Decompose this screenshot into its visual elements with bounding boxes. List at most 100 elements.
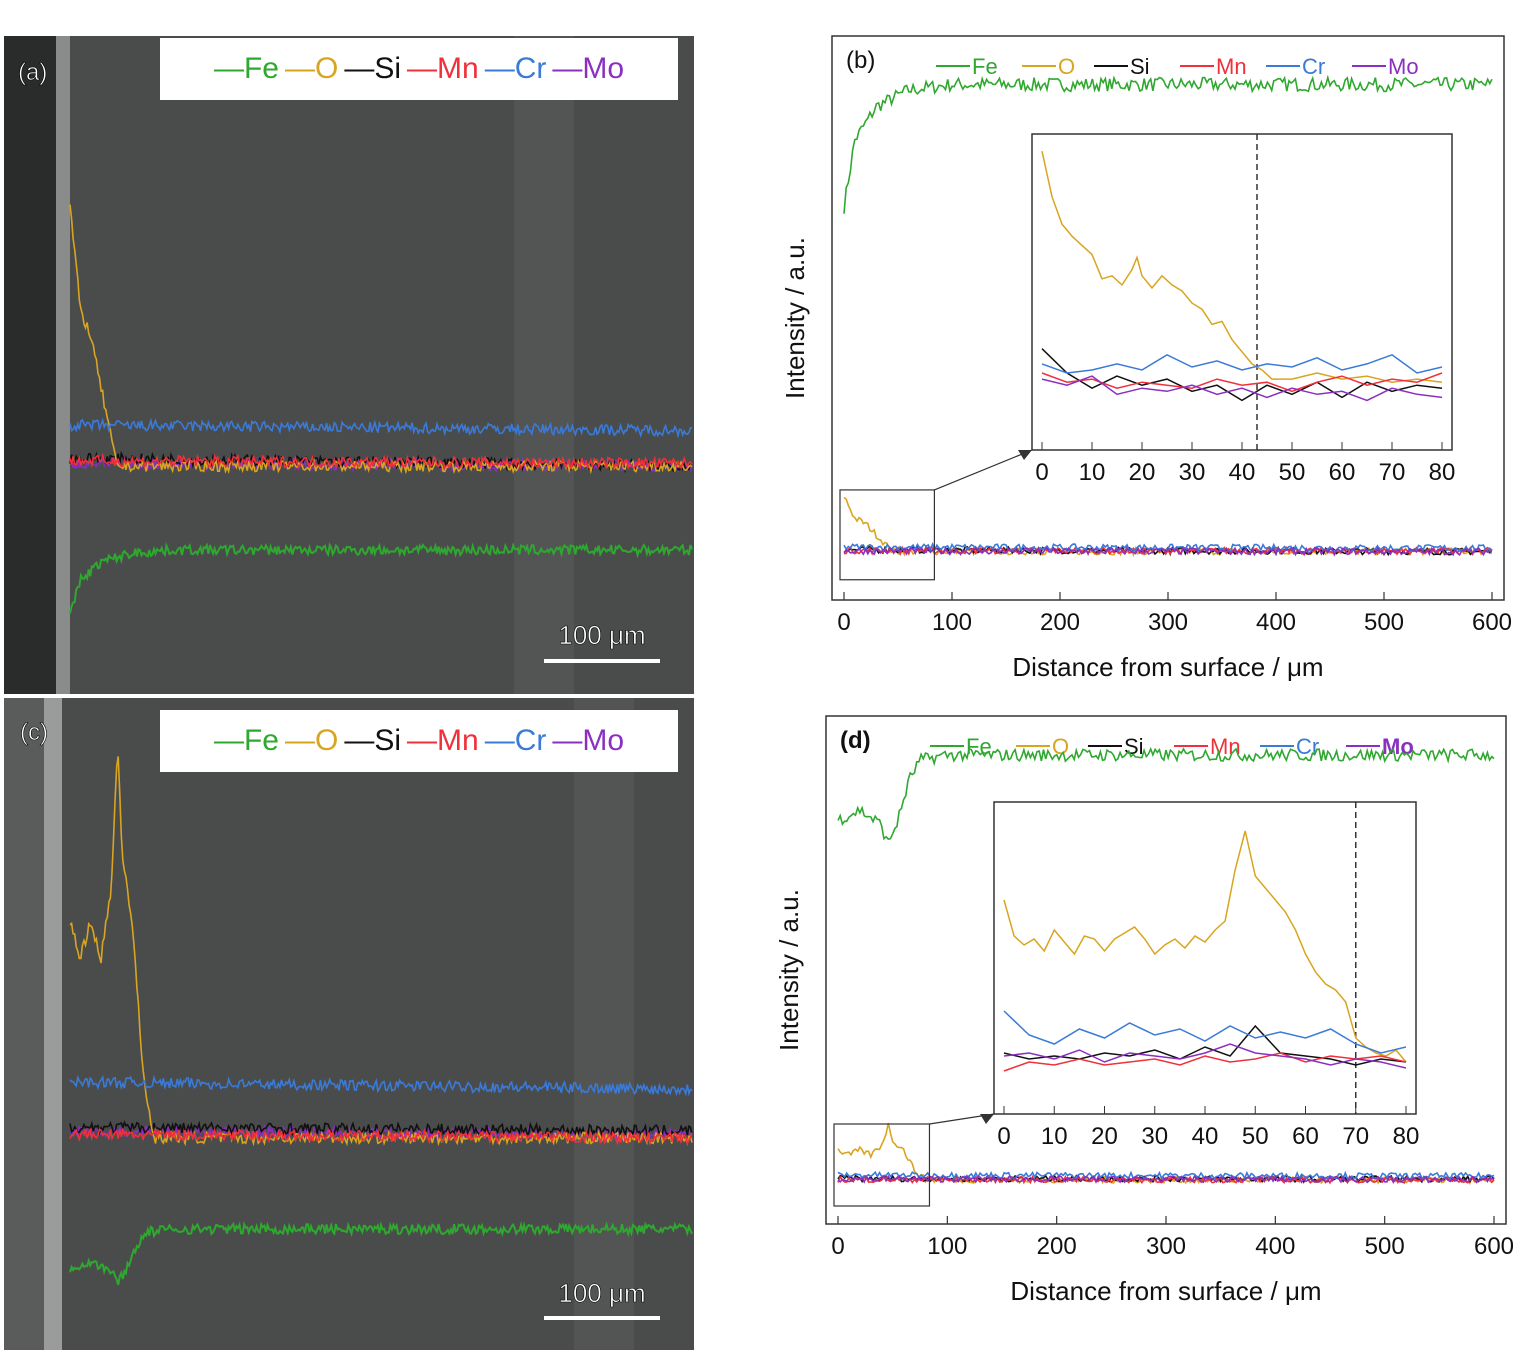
- zoom-box: [833, 1123, 931, 1207]
- inset-series-mn: [1041, 372, 1443, 393]
- x-tick-label: 600: [1474, 1233, 1514, 1260]
- svg-text:O: O: [1058, 54, 1075, 79]
- legend-entry-mo: Mo: [1352, 54, 1419, 79]
- scalebar-label: 100 μm: [558, 620, 645, 650]
- svg-text:Mn: Mn: [1210, 734, 1241, 759]
- panel-a-traces: [69, 204, 693, 614]
- legend-entry-o: —O: [284, 724, 339, 757]
- inset-x-tick-label: 20: [1129, 459, 1156, 486]
- legend-entry-fe: Fe: [930, 734, 992, 759]
- x-tick-label: 400: [1256, 609, 1296, 636]
- scalebar-label: 100 μm: [558, 1278, 645, 1308]
- x-axis-label: Distance from surface / μm: [1010, 1276, 1321, 1306]
- panel-label: (b): [846, 47, 875, 74]
- x-tick-label: 200: [1037, 1233, 1077, 1260]
- inset-x-tick-label: 20: [1091, 1123, 1118, 1150]
- y-axis-label: Intensity / a.u.: [780, 237, 810, 399]
- inset-series-o: [1003, 830, 1407, 1063]
- legend-entry-o: —O: [284, 52, 339, 85]
- inset-x-tick-label: 30: [1141, 1123, 1168, 1150]
- svg-text:Fe: Fe: [972, 54, 998, 79]
- legend-entry-mn: —Mn: [407, 52, 479, 85]
- x-tick-label: 0: [831, 1233, 844, 1260]
- x-axis-label: Distance from surface / μm: [1012, 652, 1323, 682]
- zoom-connector: [934, 449, 1033, 491]
- legend-entry-mn: Mn: [1174, 734, 1241, 759]
- legend-entry-cr: —Cr: [484, 724, 547, 757]
- legend-entry-si: —Si: [344, 724, 401, 757]
- x-tick-label: 500: [1365, 1233, 1405, 1260]
- svg-text:Mo: Mo: [1388, 54, 1419, 79]
- inset-series-o: [1041, 150, 1443, 383]
- inset-series-mo: [1003, 1043, 1407, 1069]
- inset-x-tick-label: 40: [1192, 1123, 1219, 1150]
- x-tick-label: 100: [932, 609, 972, 636]
- inset-series-si: [1003, 1024, 1407, 1066]
- inset-series-mo: [1041, 375, 1443, 402]
- legend-entry-fe: Fe: [936, 54, 998, 79]
- series-mo: [843, 546, 1493, 557]
- panel-label: (d): [840, 727, 871, 754]
- inset-series-si: [1041, 348, 1443, 402]
- panel-c-traces: [69, 756, 693, 1286]
- overlay-cr: [69, 1074, 693, 1097]
- legend-entry-si: —Si: [344, 52, 401, 85]
- series-fe: [843, 74, 1493, 214]
- inset-x-tick-label: 60: [1329, 459, 1356, 486]
- inset-x-tick-label: 0: [997, 1123, 1010, 1150]
- x-tick-label: 0: [837, 609, 850, 636]
- inset-x-tick-label: 30: [1179, 459, 1206, 486]
- x-tick-label: 600: [1472, 609, 1512, 636]
- inset-x-tick-label: 80: [1429, 459, 1456, 486]
- inset-x-tick-label: 70: [1379, 459, 1406, 486]
- series-o: [843, 496, 1493, 558]
- series-mo: [837, 1174, 1495, 1184]
- inset-x-tick-label: 50: [1279, 459, 1306, 486]
- panel-d: 0 100 200 300 400 500 600 Distance from surface…: [760, 708, 1530, 1350]
- legend-entry-o: O: [1022, 54, 1075, 79]
- overlay-fe: [69, 541, 693, 614]
- svg-text:Mn: Mn: [1216, 54, 1247, 79]
- panel-c-image: 100 μm (c): [4, 698, 694, 1350]
- inset-series-mn: [1003, 1052, 1407, 1072]
- overlay-si: [69, 1120, 693, 1138]
- overlay-cr: [69, 417, 692, 439]
- series-cr: [837, 1170, 1495, 1181]
- x-tick-label: 300: [1146, 1233, 1186, 1260]
- x-tick-label: 300: [1148, 609, 1188, 636]
- svg-text:Fe: Fe: [966, 734, 992, 759]
- x-tick-label: 500: [1364, 609, 1404, 636]
- inset-series-cr: [1041, 353, 1443, 374]
- legend-entry-cr: Cr: [1260, 734, 1319, 759]
- y-axis-label: Intensity / a.u.: [774, 889, 804, 1051]
- panel-c: 100 μm (c) —Fe —O —Si —Mn —Cr —Mo: [4, 698, 694, 1350]
- legend-entry-o: O: [1016, 734, 1069, 759]
- zoom-box: [839, 489, 936, 581]
- legend-entry-fe: —Fe: [213, 52, 279, 85]
- legend-entry-mo: —Mo: [552, 724, 625, 757]
- legend-entry-cr: —Cr: [484, 52, 547, 85]
- inset-x-tick-label: 0: [1035, 459, 1048, 486]
- inset-x-tick-label: 40: [1229, 459, 1256, 486]
- inset-x-tick-label: 10: [1041, 1123, 1068, 1150]
- svg-text:Cr: Cr: [1302, 54, 1325, 79]
- svg-text:O: O: [1052, 734, 1069, 759]
- inset-x-tick-label: 60: [1292, 1123, 1319, 1150]
- legend-c: —Fe —O —Si —Mn —Cr —Mo: [160, 710, 678, 772]
- inset-x-tick-label: 80: [1393, 1123, 1420, 1150]
- zoom-arrow: [980, 1114, 994, 1124]
- x-tick-label: 100: [927, 1233, 967, 1260]
- legend-entry-cr: Cr: [1266, 54, 1325, 79]
- legend-entry-mn: Mn: [1180, 54, 1247, 79]
- inset-frame: [993, 801, 1417, 1115]
- overlay-mn: [69, 1126, 693, 1147]
- svg-text:Cr: Cr: [1296, 734, 1319, 759]
- legend-entry-si: Si: [1094, 54, 1150, 79]
- inset-series-cr: [1003, 1010, 1407, 1054]
- series-fe: [837, 746, 1495, 841]
- overlay-fe: [69, 1220, 693, 1286]
- legend-entry-mn: —Mn: [407, 724, 479, 757]
- panel-b: 0 100 200 300 400 500 600 Distance from surface…: [760, 30, 1530, 690]
